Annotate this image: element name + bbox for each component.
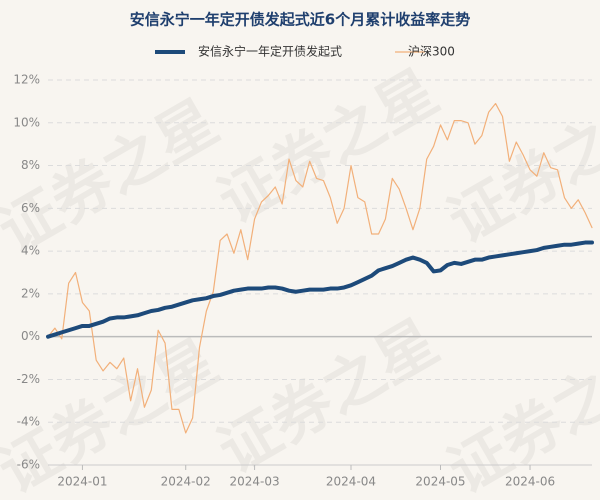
y-tick-label: 4% [21,244,40,258]
legend-label: 沪深300 [408,45,455,59]
series-line [46,240,594,339]
y-tick-label: 0% [21,329,40,343]
y-tick-label: 6% [21,201,40,215]
y-tick-label: 8% [21,158,40,172]
legend-label: 安信永宁一年定开债发起式 [198,44,342,59]
y-tick-label: 2% [21,286,40,300]
x-tick-label: 2024-05 [415,475,465,489]
y-tick-label: -4% [17,415,40,429]
x-tick-label: 2024-01 [57,475,107,489]
y-tick-label: 12% [13,73,40,87]
y-tick-label: -2% [17,372,40,386]
x-tick-label: 2024-02 [161,475,211,489]
chart-title: 安信永宁一年定开债发起式近6个月累计收益率走势 [130,11,470,29]
y-tick-label: -6% [17,458,40,472]
series-line [47,102,593,434]
x-tick-label: 2024-04 [326,475,376,489]
y-tick-label: 10% [13,115,40,129]
x-tick-label: 2024-03 [230,475,280,489]
x-tick-label: 2024-06 [505,475,555,489]
